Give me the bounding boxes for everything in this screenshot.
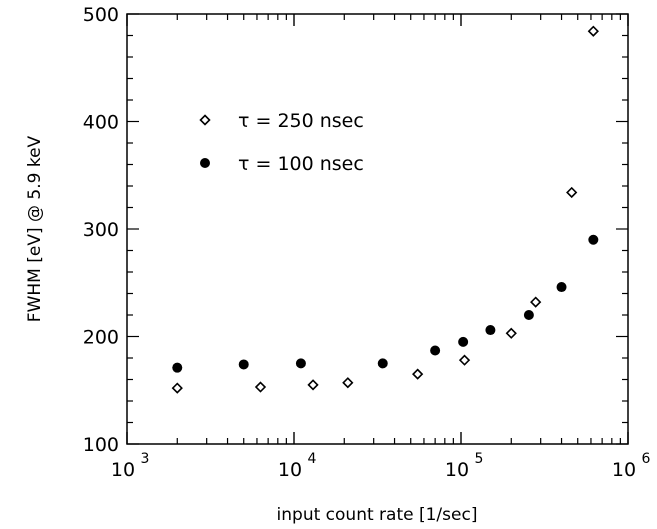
data-point-tau-100 <box>430 345 441 356</box>
y-tick-label: 500 <box>83 4 119 26</box>
data-points <box>171 25 599 394</box>
y-tick-label: 100 <box>83 434 119 456</box>
data-point-tau-100 <box>556 282 567 293</box>
data-point-tau-250 <box>342 377 354 389</box>
legend: τ = 250 nsec τ = 100 nsec <box>199 110 364 175</box>
y-tick-label: 200 <box>83 327 119 349</box>
data-point-tau-250 <box>254 381 267 393</box>
data-point-tau-100 <box>458 336 469 347</box>
x-axis-ticks: 10 3 10 4 10 5 10 6 <box>111 14 651 481</box>
x-tick-label: 10 <box>278 459 302 481</box>
legend-marker <box>199 114 211 126</box>
x-tick-label-exponent: 3 <box>141 451 150 467</box>
data-point-tau-250 <box>171 382 183 394</box>
legend-label: τ = 100 nsec <box>238 153 364 175</box>
x-axis-label: input count rate [1/sec] <box>277 505 478 525</box>
data-point-tau-250 <box>530 296 542 308</box>
data-point-tau-100 <box>377 358 388 369</box>
data-point-tau-250 <box>587 25 599 37</box>
y-tick-label: 400 <box>83 112 119 134</box>
data-point-tau-250 <box>458 354 471 366</box>
data-point-tau-100 <box>295 358 306 369</box>
y-axis-label: FWHM [eV] @ 5.9 keV <box>25 135 45 322</box>
x-tick-label: 10 <box>445 459 469 481</box>
data-point-tau-100 <box>523 310 534 320</box>
data-point-tau-100 <box>172 362 183 373</box>
data-point-tau-100 <box>238 359 249 370</box>
data-point-tau-100 <box>588 234 599 245</box>
x-tick-label: 10 <box>111 459 135 481</box>
plot-frame <box>126 13 629 445</box>
data-point-tau-100 <box>485 325 496 336</box>
legend-marker <box>200 158 210 168</box>
x-tick-label-exponent: 5 <box>475 451 484 467</box>
legend-label: τ = 250 nsec <box>238 110 364 132</box>
data-point-tau-250 <box>566 186 578 199</box>
y-tick-label: 300 <box>83 219 119 241</box>
x-tick-label: 10 <box>612 459 636 481</box>
data-point-tau-250 <box>307 379 319 391</box>
y-axis-ticks: 100 200 300 400 500 <box>83 4 628 456</box>
x-tick-label-exponent: 6 <box>642 451 651 467</box>
data-point-tau-250 <box>505 327 517 339</box>
data-point-tau-250 <box>412 368 424 380</box>
x-tick-label-exponent: 4 <box>308 451 317 467</box>
